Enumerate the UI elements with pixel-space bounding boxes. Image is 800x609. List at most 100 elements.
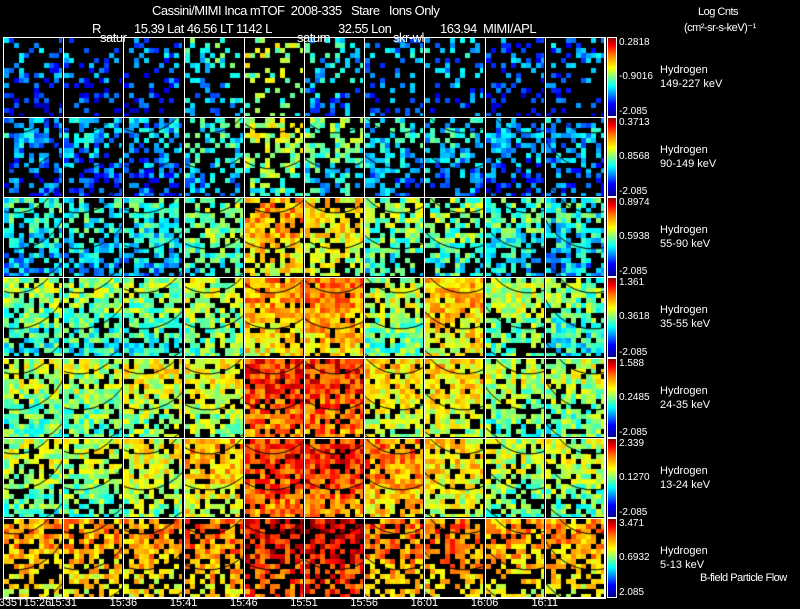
x-tick-label: 16:11 xyxy=(531,597,559,609)
marker-skr-wl: skr-wl xyxy=(393,30,424,45)
heatmap-cell xyxy=(243,277,305,359)
heatmap-pixels xyxy=(124,358,183,437)
channel-energy-label: 5-13 keV xyxy=(660,558,705,571)
colorbar-mid-label: 0.8568 xyxy=(619,151,650,163)
heatmap-cell xyxy=(123,277,185,359)
heatmap-pixels xyxy=(4,358,62,437)
heatmap-pixels xyxy=(305,118,363,197)
heatmap-cell xyxy=(183,37,245,119)
channel-species-label: Hydrogen xyxy=(660,224,708,237)
channel-energy-label: 90-149 keV xyxy=(660,158,717,171)
heatmap-pixels xyxy=(124,38,183,116)
heatmap-pixels xyxy=(425,118,484,197)
heatmap-cell xyxy=(304,437,366,519)
heatmap-pixels xyxy=(184,38,243,116)
x-tick-label: 15:56 xyxy=(350,597,378,609)
channel-energy-label: 35-55 keV xyxy=(660,318,711,331)
heatmap-pixels xyxy=(64,518,123,597)
colorbar-mid-label: 0.5938 xyxy=(619,231,650,243)
heatmap-pixels xyxy=(64,278,123,357)
channel-species-label: Hydrogen xyxy=(660,384,708,397)
heatmap-cell xyxy=(424,517,486,599)
heatmap-pixels xyxy=(365,278,424,357)
colorbar-mid-label: 0.3618 xyxy=(619,311,650,323)
heatmap-pixels xyxy=(305,358,363,437)
channel-energy-label: 149-227 keV xyxy=(660,78,723,91)
x-tick-label: 15:31 xyxy=(49,597,77,609)
heatmap-pixels xyxy=(305,438,363,517)
colorbar xyxy=(607,357,617,438)
heatmap-cell xyxy=(304,37,366,119)
heatmap-pixels xyxy=(4,118,62,197)
heatmap-cell xyxy=(304,517,366,599)
colorbar-max-label: 0.2818 xyxy=(619,37,650,48)
heatmap-grid xyxy=(3,37,606,599)
x-tick-label: 16:06 xyxy=(470,597,499,609)
heatmap-pixels xyxy=(425,38,484,116)
heatmap-pixels xyxy=(244,38,303,116)
heatmap-pixels xyxy=(485,118,544,197)
heatmap-cell xyxy=(424,357,486,439)
heatmap-cell xyxy=(364,117,426,199)
heatmap-pixels xyxy=(184,438,243,517)
colorbar xyxy=(607,197,617,278)
heatmap-cell xyxy=(3,197,65,279)
heatmap-pixels xyxy=(365,358,424,437)
colorbar xyxy=(607,517,617,598)
heatmap-pixels xyxy=(64,358,123,437)
heatmap-pixels xyxy=(244,438,303,517)
colorbar-max-label: 3.471 xyxy=(619,517,645,529)
heatmap-cell xyxy=(123,517,185,599)
r-label: R xyxy=(92,21,101,36)
colorbar-max-label: 0.8974 xyxy=(619,197,650,209)
heatmap-pixels xyxy=(244,518,303,597)
units-label: Log Cnts xyxy=(698,6,739,18)
heatmap-cell xyxy=(484,197,546,279)
heatmap-cell xyxy=(63,37,125,119)
colorbar-max-label: 1.588 xyxy=(619,357,645,369)
heatmap-pixels xyxy=(545,278,604,357)
colorbar-mid-label: 0.1270 xyxy=(619,471,650,483)
marker-satur: satur xyxy=(100,30,127,45)
heatmap-cell xyxy=(304,357,366,439)
heatmap-cell xyxy=(123,437,185,519)
heatmap-pixels xyxy=(365,198,424,277)
heatmap-pixels xyxy=(425,438,484,517)
heatmap-pixels xyxy=(244,198,303,277)
heatmap-cell xyxy=(3,357,65,439)
heatmap-pixels xyxy=(425,358,484,437)
heatmap-pixels xyxy=(425,198,484,277)
heatmap-pixels xyxy=(4,38,62,116)
heatmap-cell xyxy=(304,117,366,199)
heatmap-cell xyxy=(63,277,125,359)
heatmap-cell xyxy=(183,517,245,599)
position-info: 15.39 Lat 46.56 LT 1142 L xyxy=(134,21,272,36)
lon-value: 163.94 MIMI/APL xyxy=(440,21,537,36)
heatmap-pixels xyxy=(425,518,484,597)
heatmap-pixels xyxy=(64,198,123,277)
colorbar-mid-label: 0.2485 xyxy=(619,391,650,403)
heatmap-cell xyxy=(424,117,486,199)
heatmap-cell xyxy=(3,277,65,359)
heatmap-cell xyxy=(544,117,606,199)
heatmap-cell xyxy=(544,517,606,599)
heatmap-cell xyxy=(3,37,65,119)
x-tick-label: 15:46 xyxy=(230,597,258,609)
b-field-particle-flow-label: B-field Particle Flow xyxy=(700,572,787,584)
heatmap-cell xyxy=(424,437,486,519)
heatmap-cell xyxy=(183,437,245,519)
heatmap-pixels xyxy=(184,198,243,277)
heatmap-cell xyxy=(183,357,245,439)
heatmap-cell xyxy=(364,517,426,599)
heatmap-cell xyxy=(243,197,305,279)
heatmap-pixels xyxy=(485,358,544,437)
colorbar xyxy=(607,117,617,198)
heatmap-pixels xyxy=(485,518,544,597)
heatmap-pixels xyxy=(305,198,363,277)
heatmap-cell xyxy=(63,517,125,599)
l-value: 32.55 Lon xyxy=(338,21,392,36)
x-tick-label: 16:01 xyxy=(410,597,439,609)
colorbar-mid-label: -0.9016 xyxy=(619,71,653,83)
heatmap-cell xyxy=(484,517,546,599)
heatmap-pixels xyxy=(485,38,544,116)
